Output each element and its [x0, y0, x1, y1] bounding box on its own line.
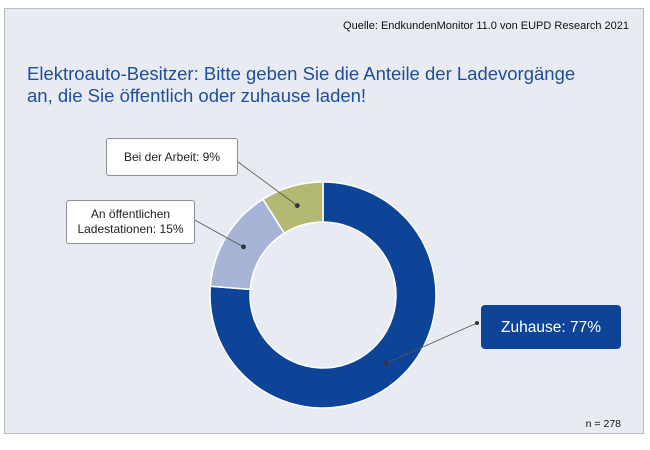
- label-home: Zuhause: 77%: [481, 305, 621, 349]
- chart-title: Elektroauto-Besitzer: Bitte geben Sie di…: [27, 63, 576, 106]
- donut-slices: [209, 181, 437, 409]
- slice-home: [209, 181, 437, 409]
- donut-chart: [189, 157, 479, 409]
- label-public: An öffentlichen Ladestationen: 15%: [66, 200, 195, 244]
- leader-public-dot: [241, 244, 246, 250]
- leader-home: [385, 322, 478, 364]
- leader-home-end-dot: [475, 321, 479, 325]
- label-work: Bei der Arbeit: 9%: [106, 138, 238, 176]
- leader-work-dot: [294, 203, 300, 209]
- leader-work: [233, 158, 298, 206]
- chart-panel: Quelle: EndkundenMonitor 11.0 von EUPD R…: [4, 8, 644, 434]
- source-note: Quelle: EndkundenMonitor 11.0 von EUPD R…: [343, 20, 629, 32]
- slice-work: [261, 181, 324, 235]
- leader-public: [190, 217, 244, 248]
- leader-home-dot: [383, 360, 389, 366]
- sample-size: n = 278: [585, 418, 621, 430]
